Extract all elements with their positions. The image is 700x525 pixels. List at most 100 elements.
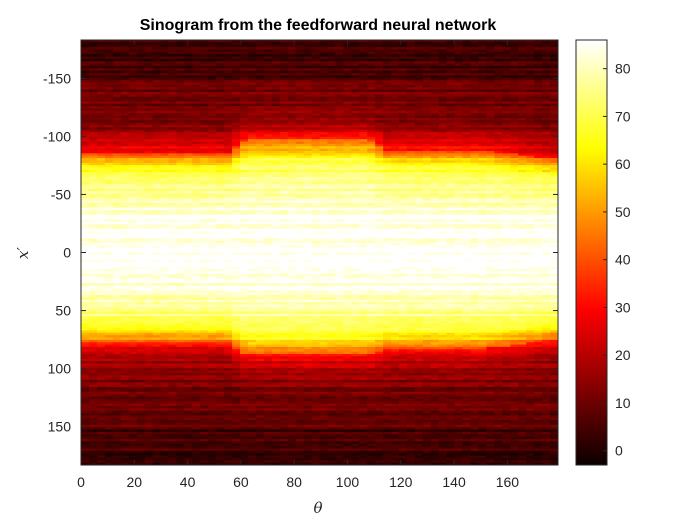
heatmap-cell bbox=[295, 70, 305, 74]
heatmap-cell bbox=[462, 132, 472, 136]
heatmap-cell bbox=[391, 179, 400, 183]
heatmap-cell bbox=[414, 77, 424, 81]
heatmap-cell bbox=[168, 94, 177, 98]
heatmap-cell bbox=[438, 179, 448, 183]
heatmap-cell bbox=[550, 125, 558, 128]
heatmap-cell bbox=[152, 42, 162, 46]
heatmap-cell bbox=[414, 155, 424, 159]
heatmap-cell bbox=[128, 80, 138, 84]
heatmap-cell bbox=[438, 205, 448, 209]
heatmap-cell bbox=[160, 65, 170, 69]
heatmap-cell bbox=[391, 40, 400, 43]
heatmap-cell bbox=[88, 51, 98, 55]
heatmap-cell bbox=[168, 165, 177, 169]
heatmap-cell bbox=[550, 172, 558, 176]
heatmap-cell bbox=[263, 51, 273, 55]
heatmap-cell bbox=[240, 134, 249, 138]
heatmap-cell bbox=[176, 47, 185, 51]
heatmap-cell bbox=[184, 91, 193, 95]
heatmap-cell bbox=[327, 139, 336, 143]
heatmap-cell bbox=[542, 77, 551, 81]
heatmap-cell bbox=[422, 210, 432, 213]
heatmap-cell bbox=[279, 63, 289, 67]
heatmap-cell bbox=[200, 96, 209, 100]
heatmap-cell bbox=[247, 202, 257, 206]
heatmap-cell bbox=[184, 65, 193, 69]
heatmap-cell bbox=[406, 108, 416, 112]
heatmap-cell bbox=[359, 106, 368, 110]
heatmap-cell bbox=[367, 219, 376, 223]
heatmap-cell bbox=[399, 184, 408, 187]
heatmap-cell bbox=[375, 68, 384, 72]
heatmap-cell bbox=[232, 146, 241, 150]
heatmap-cell bbox=[438, 108, 448, 112]
heatmap-cell bbox=[144, 125, 154, 128]
heatmap-cell bbox=[383, 212, 392, 216]
heatmap-cell bbox=[510, 80, 519, 84]
heatmap-cell bbox=[152, 143, 162, 147]
heatmap-cell bbox=[494, 146, 503, 150]
heatmap-cell bbox=[232, 160, 241, 164]
heatmap-cell bbox=[510, 120, 519, 124]
heatmap-cell bbox=[414, 146, 424, 150]
heatmap-cell bbox=[192, 146, 201, 150]
heatmap-cell bbox=[200, 162, 209, 166]
heatmap-cell bbox=[510, 179, 519, 183]
heatmap-cell bbox=[255, 221, 265, 225]
heatmap-cell bbox=[534, 63, 543, 67]
heatmap-cell bbox=[128, 127, 138, 131]
heatmap-cell bbox=[319, 195, 329, 199]
heatmap-cell bbox=[534, 65, 543, 69]
heatmap-cell bbox=[255, 212, 265, 216]
heatmap-cell bbox=[247, 65, 257, 69]
heatmap-cell bbox=[406, 176, 416, 180]
heatmap-cell bbox=[494, 115, 503, 119]
heatmap-cell bbox=[414, 148, 424, 152]
heatmap-cell bbox=[422, 219, 432, 223]
heatmap-cell bbox=[335, 99, 344, 102]
heatmap-cell bbox=[311, 143, 321, 147]
heatmap-cell bbox=[351, 167, 360, 171]
heatmap-cell bbox=[462, 113, 472, 117]
heatmap-cell bbox=[168, 82, 177, 86]
heatmap-cell bbox=[319, 120, 329, 124]
heatmap-cell bbox=[351, 91, 360, 95]
heatmap-cell bbox=[422, 110, 432, 114]
heatmap-cell bbox=[81, 136, 90, 140]
heatmap-cell bbox=[208, 106, 217, 110]
heatmap-cell bbox=[343, 122, 352, 126]
heatmap-cell bbox=[518, 184, 527, 187]
heatmap-cell bbox=[88, 101, 98, 105]
heatmap-cell bbox=[510, 146, 519, 150]
heatmap-cell bbox=[271, 188, 281, 192]
heatmap-cell bbox=[446, 120, 456, 124]
heatmap-cell bbox=[96, 51, 106, 55]
heatmap-cell bbox=[406, 91, 416, 95]
heatmap-cell bbox=[399, 42, 408, 46]
heatmap-cell bbox=[383, 200, 392, 204]
heatmap-cell bbox=[120, 103, 130, 107]
heatmap-cell bbox=[255, 42, 265, 46]
heatmap-cell bbox=[216, 103, 225, 107]
heatmap-cell bbox=[263, 77, 273, 81]
heatmap-cell bbox=[319, 176, 329, 180]
heatmap-cell bbox=[534, 172, 543, 176]
heatmap-cell bbox=[224, 91, 233, 95]
heatmap-cell bbox=[462, 87, 472, 91]
heatmap-cell bbox=[327, 224, 336, 228]
heatmap-cell bbox=[81, 68, 90, 72]
heatmap-cell bbox=[144, 219, 154, 223]
heatmap-cell bbox=[383, 210, 392, 213]
heatmap-cell bbox=[406, 61, 416, 65]
heatmap-cell bbox=[168, 132, 177, 136]
heatmap-cell bbox=[414, 188, 424, 192]
heatmap-cell bbox=[359, 172, 368, 176]
heatmap-cell bbox=[478, 40, 488, 43]
heatmap-cell bbox=[240, 108, 249, 112]
heatmap-cell bbox=[359, 198, 368, 202]
heatmap-cell bbox=[430, 176, 440, 180]
heatmap-cell bbox=[255, 143, 265, 147]
heatmap-cell bbox=[343, 217, 352, 221]
heatmap-cell bbox=[438, 122, 448, 126]
heatmap-cell bbox=[128, 179, 138, 183]
